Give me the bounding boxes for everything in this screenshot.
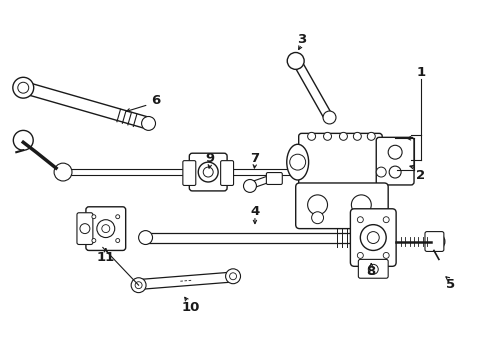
FancyBboxPatch shape [298, 133, 382, 191]
Polygon shape [250, 175, 272, 188]
Circle shape [355, 212, 366, 224]
Circle shape [102, 225, 109, 233]
Text: 11: 11 [97, 251, 115, 264]
Circle shape [339, 132, 346, 140]
Circle shape [387, 145, 401, 159]
FancyBboxPatch shape [424, 231, 443, 251]
Text: 5: 5 [446, 278, 454, 291]
Text: 2: 2 [416, 168, 425, 181]
Text: 1: 1 [416, 66, 425, 79]
Ellipse shape [286, 144, 308, 180]
Circle shape [366, 132, 374, 140]
Circle shape [323, 132, 331, 140]
Circle shape [116, 215, 120, 219]
Text: 10: 10 [181, 301, 199, 314]
Circle shape [80, 224, 90, 234]
Circle shape [383, 252, 388, 258]
Text: 3: 3 [296, 33, 305, 46]
Circle shape [323, 111, 335, 124]
Circle shape [243, 180, 256, 192]
Text: 7: 7 [250, 152, 259, 165]
Text: 4: 4 [250, 205, 259, 218]
Circle shape [131, 278, 146, 293]
FancyBboxPatch shape [77, 213, 93, 244]
FancyBboxPatch shape [350, 209, 395, 266]
Circle shape [353, 132, 361, 140]
FancyBboxPatch shape [325, 163, 344, 181]
FancyBboxPatch shape [189, 153, 226, 191]
Circle shape [366, 231, 379, 243]
Polygon shape [26, 83, 147, 128]
Circle shape [97, 220, 115, 238]
Circle shape [357, 217, 363, 223]
Circle shape [367, 264, 377, 274]
Circle shape [142, 117, 155, 130]
Text: 8: 8 [366, 265, 375, 278]
Circle shape [92, 239, 96, 243]
Circle shape [116, 239, 120, 243]
Circle shape [426, 233, 444, 251]
FancyBboxPatch shape [183, 161, 195, 185]
Circle shape [138, 231, 152, 244]
Circle shape [289, 154, 305, 170]
FancyBboxPatch shape [358, 260, 387, 278]
Circle shape [307, 132, 315, 140]
Circle shape [311, 212, 323, 224]
Circle shape [13, 130, 33, 150]
Circle shape [388, 166, 400, 178]
Text: 6: 6 [151, 94, 160, 107]
Circle shape [135, 282, 142, 289]
Circle shape [360, 225, 386, 251]
Circle shape [383, 217, 388, 223]
Circle shape [375, 167, 386, 177]
Text: 9: 9 [205, 152, 214, 165]
Polygon shape [145, 233, 351, 243]
Circle shape [286, 53, 304, 69]
Circle shape [225, 269, 240, 284]
Circle shape [92, 215, 96, 219]
Circle shape [198, 162, 218, 182]
Circle shape [13, 77, 34, 98]
Circle shape [307, 195, 327, 215]
Circle shape [229, 273, 236, 280]
Circle shape [203, 167, 213, 177]
Polygon shape [142, 272, 230, 289]
FancyBboxPatch shape [86, 207, 125, 251]
FancyBboxPatch shape [220, 161, 233, 185]
FancyBboxPatch shape [375, 137, 413, 185]
Circle shape [54, 163, 72, 181]
Circle shape [351, 195, 370, 215]
Circle shape [18, 82, 29, 93]
FancyBboxPatch shape [266, 172, 282, 184]
FancyBboxPatch shape [295, 183, 387, 229]
Polygon shape [63, 169, 331, 175]
Circle shape [357, 252, 363, 258]
Polygon shape [293, 61, 331, 118]
